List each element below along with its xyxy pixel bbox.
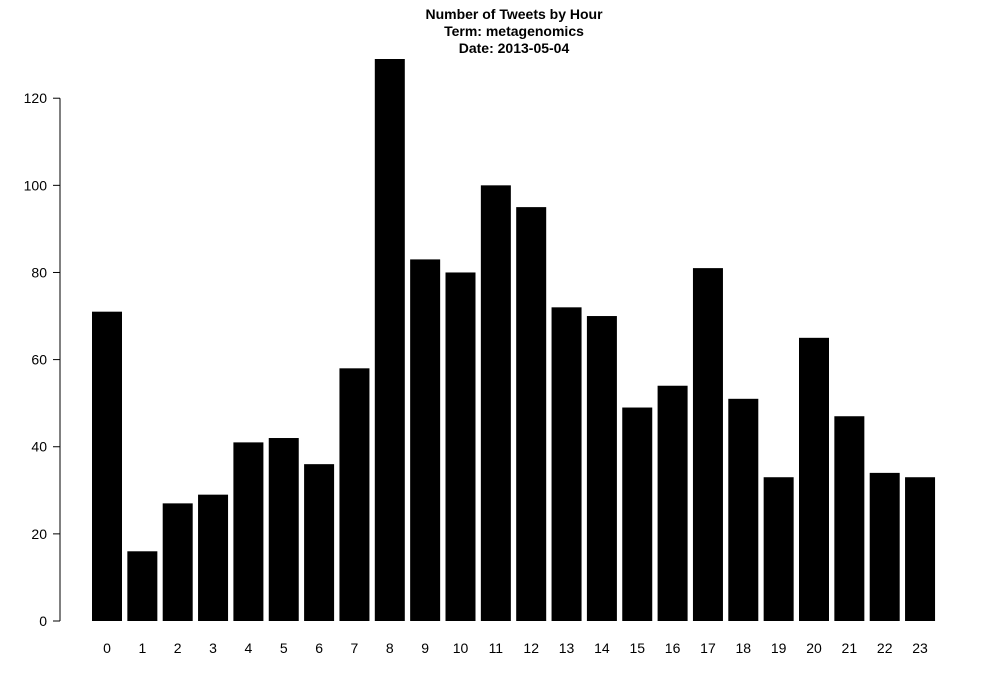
x-tick-label-16: 16 xyxy=(665,640,681,656)
bars xyxy=(92,59,936,621)
x-tick-label-13: 13 xyxy=(559,640,575,656)
bar-hour-12 xyxy=(516,207,547,621)
x-tick-label-8: 8 xyxy=(386,640,394,656)
x-tick-label-17: 17 xyxy=(700,640,716,656)
y-tick-label-40: 40 xyxy=(31,439,47,455)
x-tick-label-14: 14 xyxy=(594,640,610,656)
bar-hour-2 xyxy=(162,503,193,621)
bar-hour-6 xyxy=(304,464,335,621)
x-tick-labels: 0 1 2 3 4 5 6 7 8 9 10 11 12 13 14 15 16 17 18 19 20 21 22 23 xyxy=(103,640,928,656)
bar-hour-11 xyxy=(480,185,511,621)
x-tick-label-12: 12 xyxy=(523,640,539,656)
x-tick-label-3: 3 xyxy=(209,640,217,656)
x-tick-label-20: 20 xyxy=(806,640,822,656)
chart-title: Number of Tweets by Hour Term: metagenom… xyxy=(425,6,603,56)
chart-title-line-2: Term: metagenomics xyxy=(444,23,584,39)
chart-title-line-1: Number of Tweets by Hour xyxy=(425,6,603,22)
x-tick-label-18: 18 xyxy=(736,640,752,656)
bar-hour-3 xyxy=(198,494,229,621)
x-tick-label-15: 15 xyxy=(629,640,645,656)
y-tick-label-100: 100 xyxy=(24,177,48,193)
y-tick-label-120: 120 xyxy=(24,90,48,106)
x-tick-label-9: 9 xyxy=(421,640,429,656)
y-tick-label-80: 80 xyxy=(31,264,47,280)
x-tick-label-21: 21 xyxy=(842,640,858,656)
y-tick-label-20: 20 xyxy=(31,526,47,542)
bar-hour-17 xyxy=(692,268,723,621)
bar-hour-5 xyxy=(268,438,299,621)
bar-hour-1 xyxy=(127,551,158,621)
y-tick-label-60: 60 xyxy=(31,352,47,368)
x-tick-label-6: 6 xyxy=(315,640,323,656)
x-tick-label-19: 19 xyxy=(771,640,787,656)
x-tick-label-4: 4 xyxy=(245,640,253,656)
bar-hour-15 xyxy=(622,407,653,621)
bar-hour-9 xyxy=(410,259,441,621)
bar-hour-7 xyxy=(339,368,370,621)
x-tick-label-23: 23 xyxy=(912,640,928,656)
bar-hour-23 xyxy=(905,477,936,621)
x-tick-label-11: 11 xyxy=(489,640,504,656)
bar-hour-20 xyxy=(799,337,829,621)
bar-hour-10 xyxy=(445,272,476,621)
x-tick-label-1: 1 xyxy=(138,640,146,656)
bar-hour-21 xyxy=(834,416,865,621)
bar-hour-18 xyxy=(728,398,759,621)
x-tick-label-2: 2 xyxy=(174,640,182,656)
bar-hour-13 xyxy=(551,307,582,621)
x-tick-label-22: 22 xyxy=(877,640,893,656)
bar-hour-4 xyxy=(233,442,264,621)
x-tick-label-5: 5 xyxy=(280,640,288,656)
y-axis: 0 20 40 60 80 100 120 xyxy=(24,90,61,629)
bar-hour-16 xyxy=(657,385,688,621)
bar-hour-8 xyxy=(374,59,405,621)
x-tick-label-7: 7 xyxy=(351,640,359,656)
bar-hour-14 xyxy=(586,316,617,621)
y-tick-label-0: 0 xyxy=(39,613,47,629)
bar-hour-19 xyxy=(763,477,794,621)
chart-title-line-3: Date: 2013-05-04 xyxy=(459,40,570,56)
x-tick-label-0: 0 xyxy=(103,640,111,656)
bar-hour-22 xyxy=(869,472,900,621)
x-tick-label-10: 10 xyxy=(453,640,469,656)
bar-hour-0 xyxy=(92,311,122,621)
